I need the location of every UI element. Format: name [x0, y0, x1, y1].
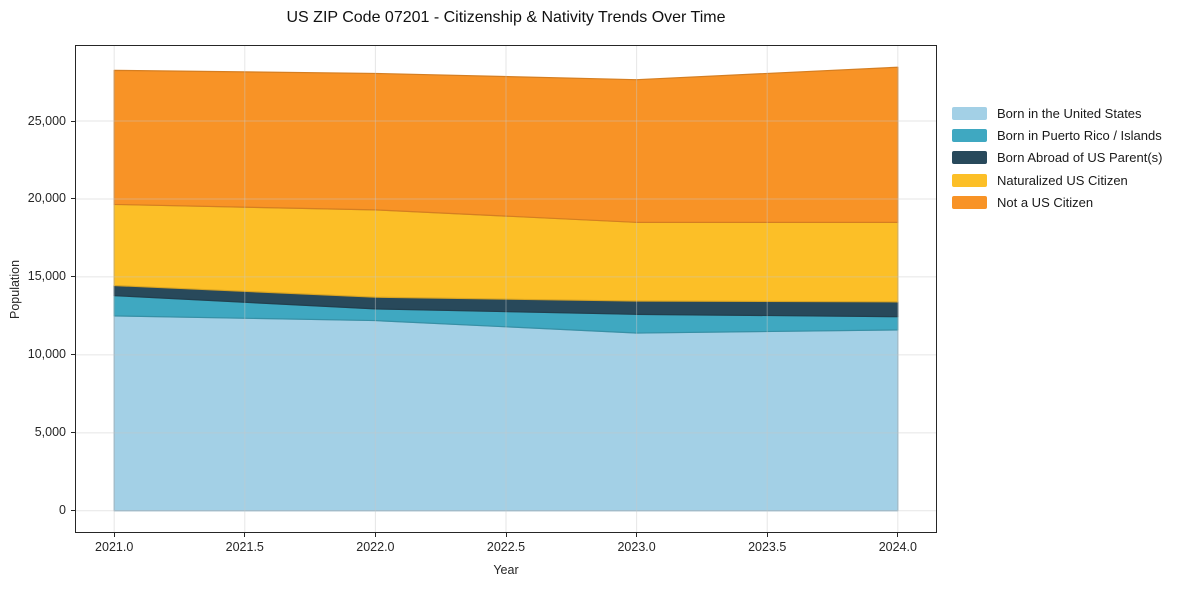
legend-label: Born Abroad of US Parent(s) [997, 150, 1163, 166]
stacked-area-plot [75, 45, 937, 533]
x-tick-mark [244, 533, 246, 537]
x-tick-mark [374, 533, 376, 537]
legend-item-born-abroad-of-us-parent-s: Born Abroad of US Parent(s) [952, 147, 1162, 169]
x-tick-mark [636, 533, 638, 537]
area-not-a-us-citizen [113, 66, 899, 223]
legend-label: Born in Puerto Rico / Islands [997, 128, 1162, 144]
y-tick-label: 25,000 [27, 113, 66, 128]
x-tick-mark [113, 533, 115, 537]
legend-swatch-icon [952, 129, 987, 143]
legend-swatch-icon [952, 106, 987, 120]
x-tick-label: 2021.0 [95, 540, 134, 554]
y-tick-label: 20,000 [27, 191, 66, 206]
x-tick-label: 2022.5 [486, 540, 526, 554]
y-tick-label: 10,000 [27, 347, 66, 362]
legend-item-naturalized-us-citizen: Naturalized US Citizen [952, 169, 1162, 191]
x-tick-mark [897, 533, 899, 537]
legend-item-not-a-us-citizen: Not a US Citizen [952, 192, 1162, 214]
legend-swatch-icon [952, 173, 987, 187]
x-tick-label: 2024.0 [878, 540, 917, 554]
legend-item-born-in-puerto-rico-islands: Born in Puerto Rico / Islands [952, 124, 1162, 146]
x-axis-label: Year [493, 563, 519, 577]
legend-swatch-icon [952, 151, 987, 165]
legend: Born in the United States Born in Puerto … [952, 102, 1162, 214]
x-tick-mark [766, 533, 768, 537]
chart-title: US ZIP Code 07201 - Citizenship & Nativi… [286, 9, 726, 26]
y-tick-label: 15,000 [27, 269, 66, 284]
x-tick-label: 2023.0 [617, 540, 656, 554]
x-tick-mark [505, 533, 507, 537]
y-tick-mark [71, 432, 75, 434]
x-tick-label: 2021.5 [225, 540, 264, 554]
y-tick-mark [71, 120, 75, 122]
legend-label: Born in the United States [997, 105, 1142, 121]
y-tick-mark [71, 354, 75, 356]
y-tick-mark [71, 198, 75, 200]
y-tick-label: 0 [59, 503, 66, 518]
plot-frame [75, 45, 937, 533]
legend-label: Naturalized US Citizen [997, 172, 1128, 188]
legend-item-born-in-the-united-states: Born in the United States [952, 102, 1162, 124]
legend-swatch-icon [952, 196, 987, 210]
y-tick-mark [71, 510, 75, 512]
legend-label: Not a US Citizen [997, 195, 1094, 211]
y-tick-label: 5,000 [34, 425, 66, 440]
plot-area [75, 45, 937, 533]
y-tick-mark [71, 276, 75, 278]
x-tick-label: 2023.5 [748, 540, 787, 554]
x-tick-label: 2022.0 [356, 540, 395, 554]
